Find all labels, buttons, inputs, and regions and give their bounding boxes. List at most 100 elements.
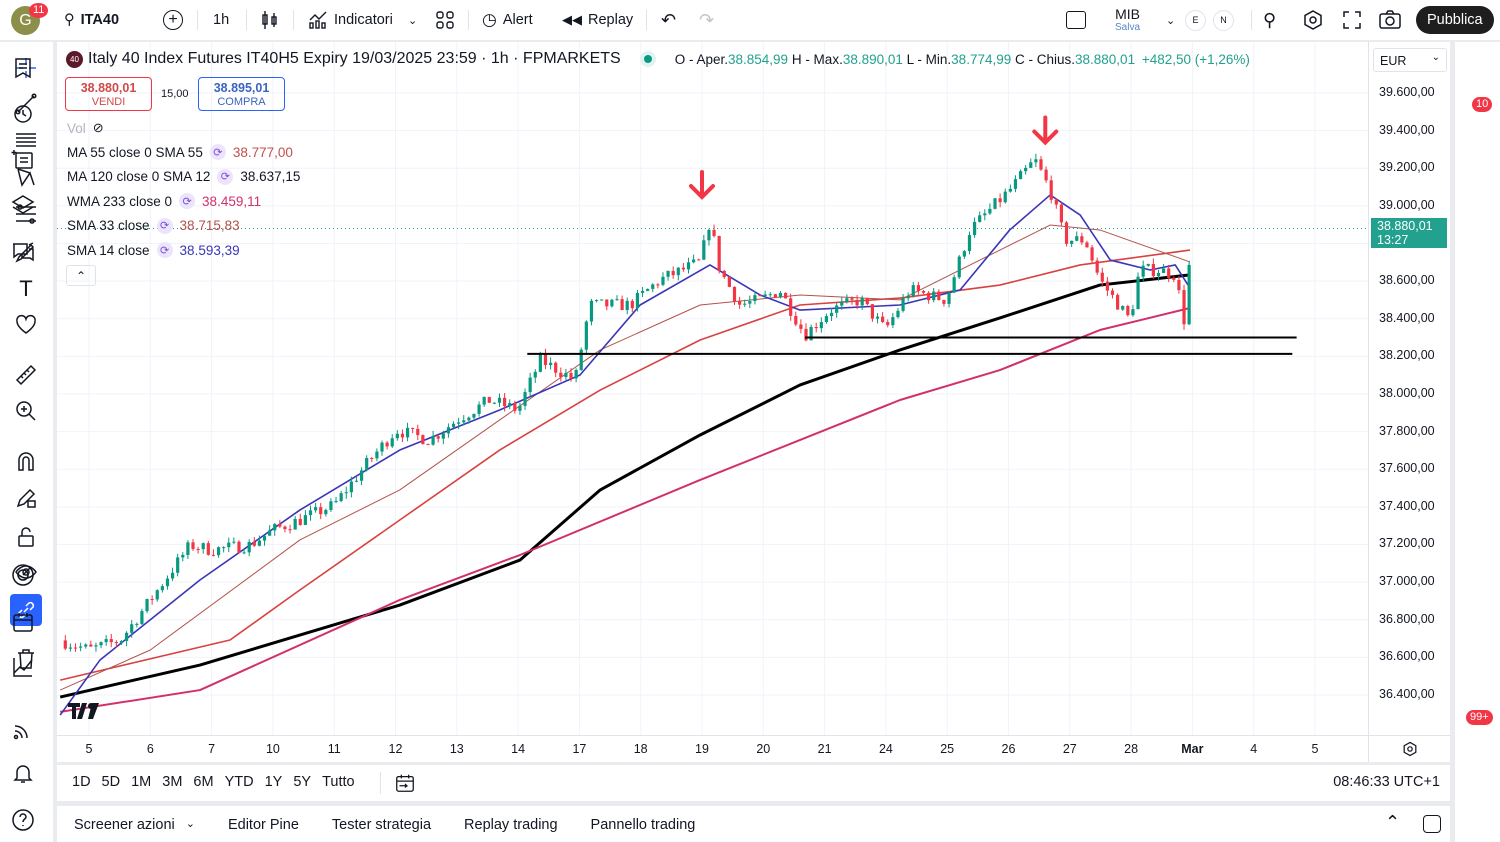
volume-indicator[interactable]: Vol ⊘: [67, 120, 104, 136]
chat-icon[interactable]: [9, 238, 37, 266]
trend-line-icon[interactable]: [12, 90, 40, 118]
candle-body: [548, 362, 553, 366]
indicator-row[interactable]: SMA 14 close ⟳ 38.593,39: [67, 242, 240, 258]
zoom-in-icon[interactable]: [12, 397, 40, 425]
replay-button[interactable]: ◀◀ Replay: [562, 0, 633, 40]
range-button[interactable]: Tutto: [322, 774, 355, 790]
flag-n-button[interactable]: N: [1213, 0, 1234, 40]
pattern-icon[interactable]: [12, 163, 40, 191]
indicator-row[interactable]: MA 120 close 0 SMA 12 ⟳ 38.637,15: [67, 168, 301, 185]
layout-dropdown-chevron-icon[interactable]: ⌄: [1166, 14, 1176, 27]
alert-button[interactable]: ◷ Alert: [482, 0, 533, 40]
heart-icon[interactable]: [12, 311, 40, 339]
candle-body: [114, 642, 118, 644]
buy-button[interactable]: 38.895,01 COMPRA: [198, 77, 285, 111]
ruler-icon[interactable]: [12, 361, 40, 389]
range-button[interactable]: 6M: [193, 774, 214, 790]
layouts-button[interactable]: [436, 0, 454, 40]
interval-label: 1h: [213, 12, 230, 28]
compare-symbol-button[interactable]: +: [163, 0, 183, 40]
goto-date-calendar-icon[interactable]: [394, 772, 416, 799]
signal-icon[interactable]: [9, 716, 37, 744]
interval-button[interactable]: 1h: [213, 0, 229, 40]
select-layout-button[interactable]: [1066, 0, 1086, 40]
range-button[interactable]: 5Y: [293, 774, 312, 790]
indicator-row[interactable]: SMA 33 close ⟳ 38.715,83: [67, 217, 240, 234]
candle-body: [1085, 242, 1089, 248]
chart-type-button[interactable]: [261, 0, 279, 40]
symbol-legend: 40 Italy 40 Index Futures IT40H5 Expiry …: [66, 50, 1250, 68]
range-button[interactable]: 3M: [162, 774, 183, 790]
refresh-icon[interactable]: ⟳: [156, 242, 173, 258]
quick-search-icon[interactable]: ⚲: [1263, 9, 1277, 30]
eye-icon[interactable]: [12, 558, 40, 586]
target-icon[interactable]: [9, 561, 37, 589]
redo-icon[interactable]: ↷: [699, 9, 715, 30]
settings-icon[interactable]: [1302, 0, 1324, 40]
indicator-row[interactable]: WMA 233 close 0 ⟳ 38.459,11: [67, 193, 261, 209]
indicators-button[interactable]: Indicatori: [308, 0, 393, 40]
calendar-icon[interactable]: [9, 608, 37, 636]
refresh-icon[interactable]: ⟳: [209, 144, 226, 160]
bell-icon[interactable]: [9, 759, 37, 787]
bottom-tab[interactable]: Editor Pine: [227, 817, 299, 833]
candle-body: [860, 298, 864, 306]
bottom-tab[interactable]: Tester strategia: [331, 817, 432, 833]
candle-body: [625, 300, 629, 311]
fullscreen-icon[interactable]: [1342, 0, 1362, 40]
refresh-icon[interactable]: ⟳: [156, 217, 173, 234]
range-button[interactable]: 1Y: [264, 774, 283, 790]
symbol-title[interactable]: Italy 40 Index Futures IT40H5 Expiry 19/…: [88, 50, 621, 67]
news-icon[interactable]: [9, 145, 37, 173]
magnet-icon[interactable]: [12, 448, 40, 476]
date-tick-label: 10: [265, 742, 280, 756]
range-button[interactable]: YTD: [224, 774, 254, 790]
clock-timezone[interactable]: 08:46:33 UTC+1: [1333, 774, 1440, 790]
symbol-search-button[interactable]: ⚲ ITA40: [64, 0, 119, 40]
horizontal-lines-icon[interactable]: [12, 126, 40, 154]
bottom-tab[interactable]: Replay trading: [464, 817, 558, 833]
expand-panel-chevron-up-icon[interactable]: ⌃: [1385, 812, 1401, 832]
price-chart[interactable]: [57, 42, 1368, 735]
unlock-icon[interactable]: [12, 523, 40, 551]
candle-body: [559, 372, 563, 378]
sell-button[interactable]: 38.880,01 VENDI: [65, 77, 152, 111]
undo-icon[interactable]: ↶: [661, 9, 677, 30]
collapse-legend-chevron-up-icon[interactable]: ⌃: [66, 265, 96, 286]
layers-icon[interactable]: [9, 191, 37, 219]
indicators-dropdown-chevron-icon[interactable]: ⌄: [408, 14, 418, 27]
range-button[interactable]: 1D: [72, 774, 91, 790]
candle-body: [426, 444, 430, 446]
chart-ideas-icon[interactable]: [9, 653, 37, 681]
range-button[interactable]: 1M: [131, 774, 152, 790]
indicator-row[interactable]: MA 55 close 0 SMA 55 ⟳ 38.777,00: [67, 144, 293, 160]
time-axis[interactable]: 5 6 7 10 11 12 13 14 17 18 19 20 21 24 25 26 27 28 Mar 4 5: [57, 735, 1368, 762]
indicator-value: 38.637,15: [240, 169, 301, 184]
lock-drawing-icon[interactable]: [12, 484, 40, 512]
bottom-tab[interactable]: Screener azioni: [74, 817, 175, 833]
brush-icon[interactable]: [12, 238, 40, 266]
camera-icon[interactable]: [1379, 0, 1401, 40]
candle-body: [165, 578, 170, 587]
alerts-clock-icon[interactable]: [9, 99, 37, 127]
candle-body: [324, 509, 328, 515]
text-tool-icon[interactable]: T: [19, 276, 33, 301]
currency-select[interactable]: EUR ⌄: [1373, 48, 1447, 72]
chevron-down-icon[interactable]: ⌄: [185, 818, 195, 830]
tradingview-logo: [68, 703, 99, 719]
bottom-tab[interactable]: Pannello trading: [590, 817, 696, 833]
publish-button[interactable]: Pubblica: [1416, 6, 1494, 34]
refresh-icon[interactable]: ⟳: [179, 193, 196, 209]
flag-e-button[interactable]: E: [1185, 0, 1206, 40]
watchlist-icon[interactable]: [9, 54, 37, 82]
price-axis[interactable]: EUR ⌄ 38.880,01 13:27 36.400,00 36.600,00 36…: [1368, 42, 1450, 735]
maximize-panel-icon[interactable]: [1423, 815, 1441, 833]
range-button[interactable]: 5D: [101, 774, 121, 790]
refresh-icon[interactable]: ⟳: [217, 168, 234, 185]
axis-settings-icon[interactable]: [1368, 735, 1450, 762]
candle-body: [308, 510, 313, 516]
layout-name-button[interactable]: MIB Salva: [1115, 0, 1140, 40]
help-icon[interactable]: [9, 806, 37, 834]
eye-hidden-icon[interactable]: ⊘: [92, 120, 104, 135]
candle-body: [707, 229, 711, 241]
